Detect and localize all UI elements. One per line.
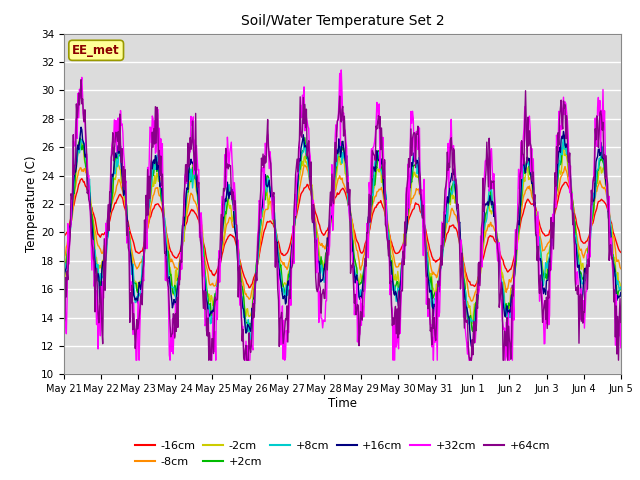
+32cm <box>617 345 625 350</box>
-16cm <box>78 176 86 181</box>
-2cm <box>76 137 84 143</box>
-16cm <box>60 233 68 239</box>
+16cm <box>214 272 222 278</box>
-16cm <box>128 236 136 241</box>
Title: Soil/Water Temperature Set 2: Soil/Water Temperature Set 2 <box>241 14 444 28</box>
+2cm <box>411 162 419 168</box>
X-axis label: Time: Time <box>328 397 357 410</box>
+16cm <box>428 288 435 293</box>
-2cm <box>60 275 68 280</box>
Line: +16cm: +16cm <box>64 127 621 347</box>
-16cm <box>245 285 253 291</box>
+32cm <box>214 267 222 273</box>
+2cm <box>617 287 625 292</box>
+16cm <box>411 152 419 157</box>
-8cm <box>60 252 68 257</box>
-2cm <box>468 321 476 326</box>
Text: EE_met: EE_met <box>72 44 120 57</box>
-16cm <box>185 213 193 218</box>
-8cm <box>184 205 192 211</box>
-8cm <box>127 246 135 252</box>
+2cm <box>60 268 68 274</box>
+8cm <box>70 178 78 183</box>
+64cm <box>60 321 68 327</box>
-8cm <box>411 192 419 198</box>
-2cm <box>428 271 435 276</box>
+2cm <box>214 285 221 291</box>
-2cm <box>70 191 78 197</box>
-8cm <box>467 298 475 304</box>
+16cm <box>60 275 68 281</box>
+32cm <box>337 67 345 73</box>
+8cm <box>428 299 435 304</box>
+64cm <box>617 320 625 325</box>
-16cm <box>70 202 78 207</box>
Line: +2cm: +2cm <box>64 138 621 332</box>
+32cm <box>428 344 436 350</box>
+32cm <box>412 137 419 143</box>
+64cm <box>205 357 212 363</box>
+16cm <box>617 289 625 295</box>
+32cm <box>70 140 78 145</box>
+64cm <box>128 282 136 288</box>
-2cm <box>411 169 419 175</box>
-16cm <box>428 253 436 259</box>
-8cm <box>214 276 221 281</box>
Line: -16cm: -16cm <box>64 179 621 288</box>
+8cm <box>617 284 625 290</box>
+2cm <box>428 274 435 280</box>
+2cm <box>127 262 135 267</box>
+32cm <box>127 279 135 285</box>
+64cm <box>70 171 78 177</box>
+64cm <box>185 164 193 170</box>
+8cm <box>411 156 419 162</box>
+2cm <box>70 191 78 197</box>
+32cm <box>60 317 68 323</box>
+16cm <box>467 344 475 349</box>
-2cm <box>185 186 193 192</box>
-8cm <box>301 162 308 168</box>
+8cm <box>214 281 221 287</box>
-2cm <box>214 269 222 275</box>
Line: +32cm: +32cm <box>64 70 621 360</box>
+64cm <box>428 342 436 348</box>
+16cm <box>185 168 193 174</box>
+64cm <box>77 77 85 83</box>
+64cm <box>412 165 419 170</box>
+8cm <box>559 133 567 139</box>
+16cm <box>128 264 136 270</box>
+16cm <box>77 124 85 130</box>
-16cm <box>214 265 222 271</box>
Line: +64cm: +64cm <box>64 80 621 360</box>
+8cm <box>60 266 68 272</box>
+2cm <box>184 189 192 195</box>
-8cm <box>428 265 435 271</box>
-16cm <box>617 250 625 255</box>
-16cm <box>412 200 419 206</box>
+2cm <box>469 329 477 335</box>
+2cm <box>301 135 308 141</box>
Y-axis label: Temperature (C): Temperature (C) <box>25 156 38 252</box>
-2cm <box>617 287 625 293</box>
-2cm <box>128 255 136 261</box>
-8cm <box>70 196 78 202</box>
+8cm <box>184 182 192 188</box>
Legend: -16cm, -8cm, -2cm, +2cm, +8cm, +16cm, +32cm, +64cm: -16cm, -8cm, -2cm, +2cm, +8cm, +16cm, +3… <box>130 437 555 471</box>
Line: -8cm: -8cm <box>64 165 621 301</box>
Line: -2cm: -2cm <box>64 140 621 324</box>
+32cm <box>132 357 140 363</box>
+32cm <box>185 154 193 160</box>
Line: +8cm: +8cm <box>64 136 621 342</box>
+16cm <box>70 174 78 180</box>
+64cm <box>215 257 223 263</box>
+8cm <box>127 271 135 277</box>
+8cm <box>246 339 253 345</box>
-8cm <box>617 266 625 272</box>
